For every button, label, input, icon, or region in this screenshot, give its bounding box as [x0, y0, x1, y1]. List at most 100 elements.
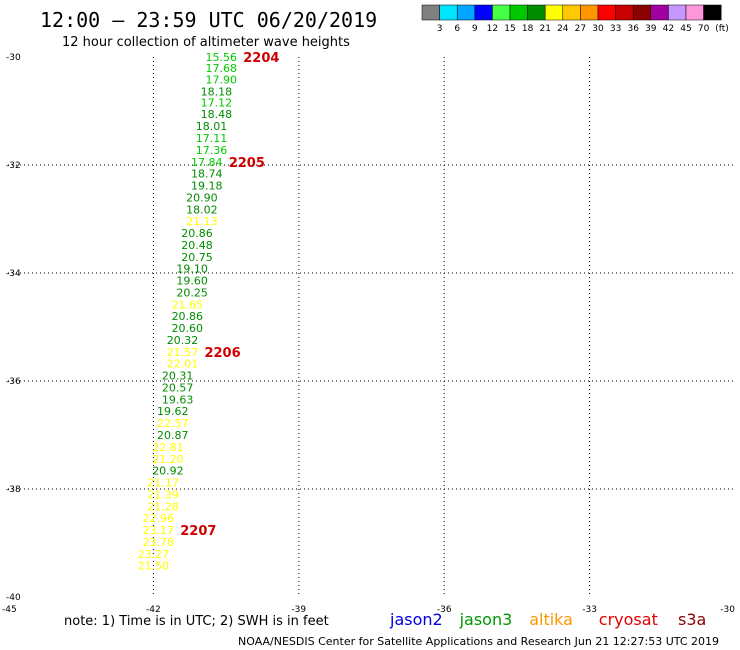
swh-value: 19.63	[162, 393, 194, 406]
cycle-label: 2206	[204, 346, 240, 361]
colorbar-label: 36	[627, 24, 639, 34]
swh-value: 21.50	[138, 560, 170, 573]
swh-value: 20.48	[181, 239, 213, 252]
swh-value: 22.01	[167, 358, 199, 371]
y-tick-label: -36	[6, 377, 21, 387]
swh-value: 20.86	[172, 310, 204, 323]
grid-lines	[8, 57, 735, 597]
colorbar-label: 12	[487, 24, 498, 34]
colorbar-label: 9	[472, 24, 478, 34]
swh-value: 17.36	[196, 144, 228, 157]
footer-note: note: 1) Time is in UTC; 2) SWH is in fe…	[64, 614, 329, 629]
colorbar-swatch	[527, 4, 546, 21]
swh-value: 17.11	[196, 132, 228, 145]
legend-item-s3a: s3a	[678, 610, 706, 629]
swh-value: 20.90	[186, 191, 218, 204]
colorbar-label: 70	[698, 24, 710, 34]
swh-value: 23.27	[138, 548, 170, 561]
swh-value: 19.10	[176, 263, 208, 276]
colorbar-swatch	[615, 4, 634, 21]
colorbar-swatch	[650, 4, 669, 21]
cycle-label: 2204	[243, 51, 279, 66]
colorbar-label: 6	[454, 24, 460, 34]
y-tick-label: -34	[6, 269, 21, 279]
swh-value: 19.60	[176, 275, 208, 288]
swh-value: 18.48	[201, 108, 233, 121]
swh-value: 21.20	[152, 453, 184, 466]
colorbar-swatch	[562, 4, 581, 21]
cycle-labels: 2204 2205 2206 2207	[180, 51, 279, 539]
chart-title: 12:00 – 23:59 UTC 06/20/2019	[40, 8, 377, 32]
footer-credit: NOAA/NESDIS Center for Satellite Applica…	[238, 635, 719, 648]
colorbar-label: 15	[504, 24, 515, 34]
colorbar-legend: 3 6 9 12 15 18 21 24 27 30 33 36 39 42 45 70 (ft)	[421, 4, 729, 34]
colorbar-label: 33	[610, 24, 621, 34]
swh-value: 21.28	[147, 500, 179, 513]
colorbar-swatch	[544, 4, 564, 21]
swh-value: 21.57	[167, 346, 199, 359]
swh-value: 22.96	[142, 512, 174, 525]
swh-value: 17.84	[191, 156, 223, 169]
colorbar-swatch	[703, 4, 722, 21]
legend-item-cryosat: cryosat	[599, 610, 658, 629]
swh-value: 20.75	[181, 251, 213, 264]
legend-item-jason3: jason3	[459, 610, 513, 629]
colorbar-swatch	[509, 4, 528, 21]
swh-value: 20.86	[181, 227, 213, 240]
colorbar-unit: (ft)	[715, 24, 729, 34]
swh-value: 21.65	[172, 298, 204, 311]
swh-value: 21.17	[147, 477, 179, 490]
swh-value: 17.12	[201, 96, 233, 109]
y-tick-label: -32	[6, 161, 21, 171]
x-tick-label: -36	[437, 605, 452, 615]
colorbar-swatch	[597, 4, 616, 21]
swh-value: 23.78	[142, 536, 174, 549]
colorbar-label: 39	[645, 24, 657, 34]
swh-value: 19.62	[157, 405, 189, 418]
colorbar-swatch	[632, 4, 652, 21]
swh-value: 20.25	[176, 286, 208, 299]
colorbar-swatch	[439, 4, 458, 21]
legend-item-jason2: jason2	[389, 610, 443, 629]
x-tick-label: -30	[720, 605, 735, 615]
x-tick-label: -42	[146, 605, 161, 615]
swh-value: 20.32	[167, 334, 199, 347]
swh-value: 20.92	[152, 465, 184, 478]
swh-value: 15.56	[206, 51, 238, 64]
swh-value: 23.17	[142, 524, 174, 537]
chart-subtitle: 12 hour collection of altimeter wave hei…	[62, 35, 350, 50]
y-tick-label: -40	[6, 593, 21, 603]
x-tick-label: -45	[2, 605, 17, 615]
colorbar-label: 27	[575, 24, 586, 34]
colorbar-label: 21	[539, 24, 550, 34]
colorbar-label: 18	[522, 24, 534, 34]
colorbar-swatch	[421, 4, 440, 21]
colorbar-label: 30	[592, 24, 604, 34]
colorbar-swatch	[580, 4, 599, 21]
swh-value: 20.87	[157, 429, 189, 442]
swh-value: 20.31	[162, 370, 194, 383]
swh-value: 20.57	[162, 381, 194, 394]
colorbar-swatch	[474, 4, 493, 21]
x-tick-label: -33	[582, 605, 597, 615]
swh-value: 22.57	[157, 417, 189, 430]
x-tick-label: -39	[291, 605, 306, 615]
swh-value: 20.60	[172, 322, 204, 335]
swh-value: 18.18	[201, 86, 233, 99]
cycle-label: 2207	[180, 524, 216, 539]
colorbar-label: 24	[557, 24, 569, 34]
colorbar-swatch	[456, 4, 476, 21]
colorbar-label: 45	[680, 24, 691, 34]
satellite-legend: jason2 jason3 altika cryosat s3a	[389, 610, 706, 629]
colorbar-swatch	[492, 4, 511, 21]
swh-value: 17.90	[206, 74, 238, 87]
colorbar-swatch	[685, 4, 704, 21]
y-tick-label: -38	[6, 485, 21, 495]
y-tick-label: -30	[6, 53, 21, 63]
swh-value: 18.01	[196, 120, 228, 133]
swh-value: 22.81	[152, 441, 184, 454]
data-points: 15.5617.6817.9018.1817.1218.4818.0117.11…	[138, 51, 237, 573]
cycle-label: 2205	[229, 156, 265, 171]
colorbar-label: 3	[437, 24, 443, 34]
